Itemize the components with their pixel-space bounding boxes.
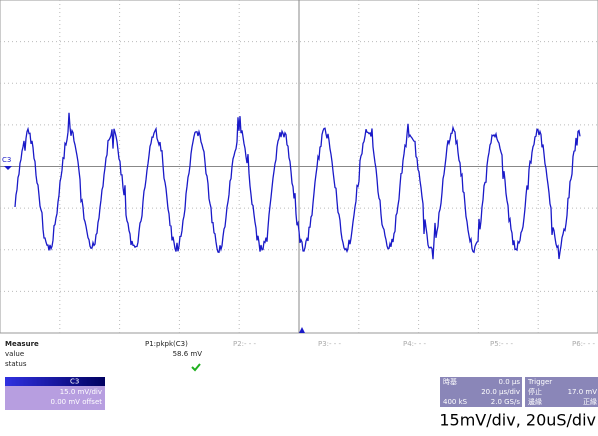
param-name: P6:- - - (572, 340, 596, 348)
measure-title: Measure (5, 340, 39, 348)
trigger-bg (525, 377, 598, 407)
timebase-delay: 0.0 µs (499, 378, 521, 386)
param-name: P4:- - - (403, 340, 427, 348)
channel-name: C3 (70, 378, 79, 386)
timebase-rate: 2.0 GS/s (491, 398, 521, 406)
param-name: P2:- - - (233, 340, 257, 348)
trigger-box[interactable]: Trigger 停止 17.0 mV 邊緣 正緣 (525, 377, 598, 407)
channel-box[interactable]: C3 15.0 mV/div 0.00 mV offset (5, 377, 105, 410)
timebase-title: 時基 (443, 377, 457, 386)
trigger-arrow (299, 327, 305, 333)
grid (0, 0, 598, 333)
row-label: value (5, 350, 24, 358)
marker-arrow (4, 166, 12, 170)
caption: 15mV/div, 20uS/div (439, 411, 596, 430)
timebase-samples: 400 kS (443, 398, 468, 406)
timebase-bg (440, 377, 522, 407)
status-check (191, 363, 201, 372)
trigger-level: 17.0 mV (568, 388, 598, 396)
channel-offset: 0.00 mV offset (51, 398, 103, 406)
trigger-mode: 停止 (528, 387, 542, 396)
param-name: P1:pkpk(C3) (145, 340, 188, 348)
trigger-title: Trigger (527, 378, 552, 386)
channel-header (5, 377, 105, 386)
trigger-type: 邊緣 (528, 397, 542, 406)
waveform (14, 112, 581, 260)
timebase-scale: 20.0 µs/div (481, 388, 520, 396)
timebase-box[interactable]: 時基 0.0 µs 20.0 µs/div 400 kS 2.0 GS/s (440, 377, 522, 407)
channel-scale: 15.0 mV/div (60, 388, 102, 396)
row-label: status (5, 360, 27, 368)
trigger-slope: 正緣 (583, 397, 597, 406)
param-value: 58.6 mV (173, 350, 203, 358)
channel-marker: C3 (2, 156, 11, 164)
param-name: P5:- - - (490, 340, 514, 348)
channel-body (5, 386, 105, 410)
param-name: P3:- - - (318, 340, 342, 348)
